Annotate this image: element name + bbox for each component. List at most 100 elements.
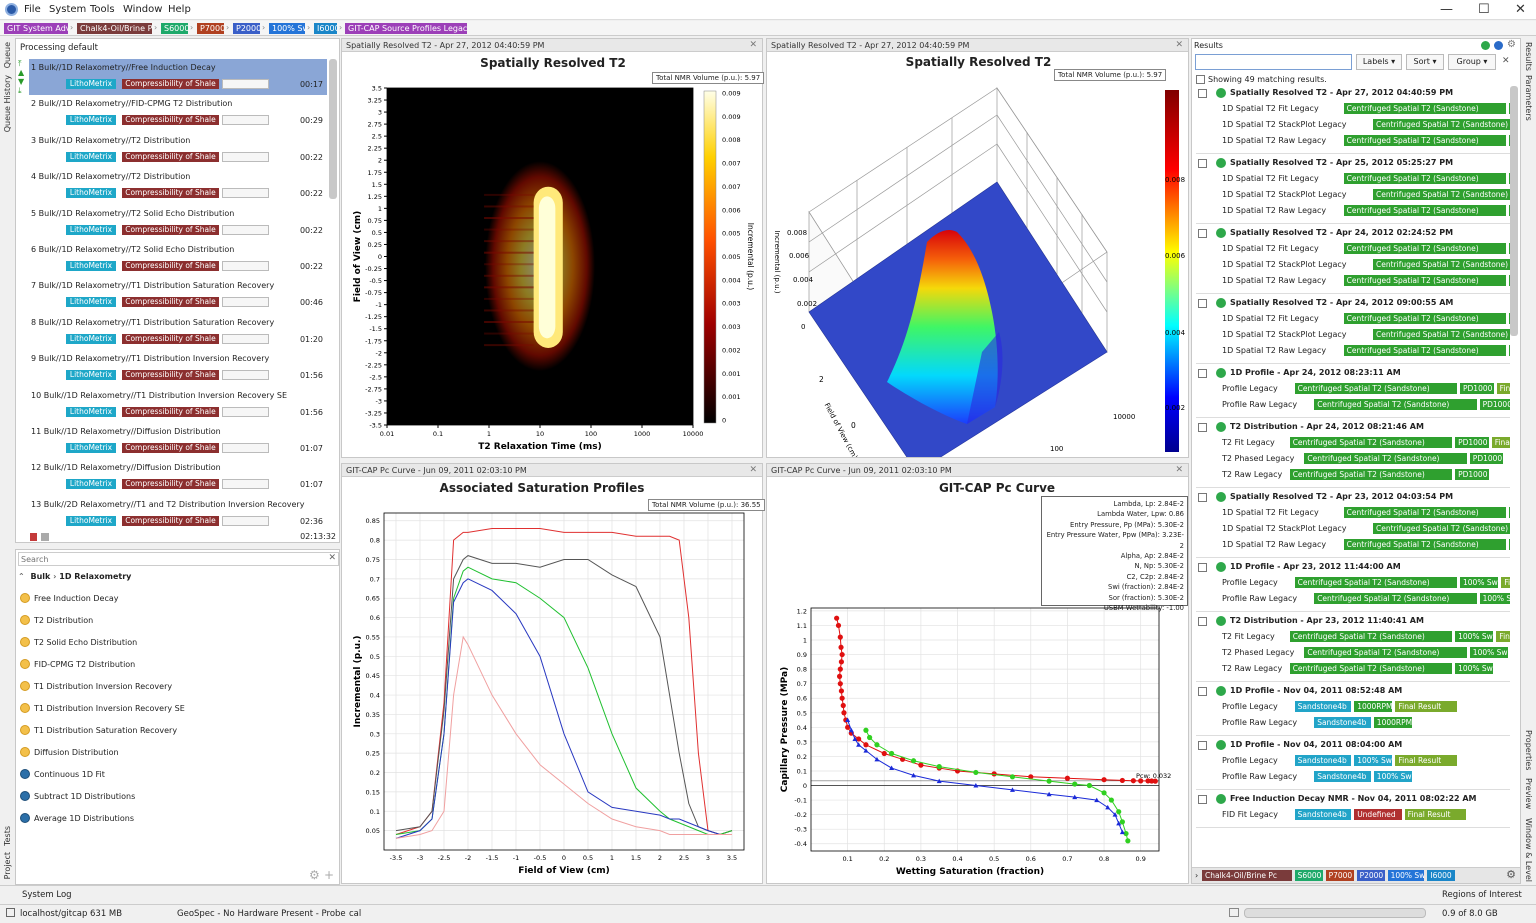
result-row[interactable]: T2 Fit Legacy Centrifuged Spatial T2 (San…	[1222, 630, 1510, 644]
result-row[interactable]: 1D Spatial T2 Raw Legacy Centrifuged Spat…	[1222, 134, 1510, 148]
result-row[interactable]: 1D Spatial T2 Fit Legacy Centrifuged Spat…	[1222, 102, 1510, 116]
tab-project[interactable]: Project	[3, 852, 12, 880]
globe-icon[interactable]	[1494, 41, 1503, 50]
play-icon[interactable]	[1216, 562, 1226, 572]
result-row[interactable]: 1D Spatial T2 StackPlot Legacy Centrifuge…	[1222, 258, 1510, 272]
play-icon[interactable]	[1216, 492, 1226, 502]
ops-path-root[interactable]: Bulk	[30, 572, 51, 581]
result-row[interactable]: 1D Spatial T2 Raw Legacy Centrifuged Spat…	[1222, 344, 1510, 358]
heatmap-chart[interactable]: 0.01 0.1 1 10 100 1000 100003.53.2532.752.52.2…	[342, 53, 762, 453]
play-icon[interactable]	[1481, 41, 1490, 50]
result-checkbox[interactable]	[1198, 563, 1207, 572]
sort-button[interactable]: Sort ▾	[1406, 54, 1444, 70]
breadcrumb-item[interactable]: Chalk4-Oil/Brine Pc	[77, 23, 152, 34]
result-row[interactable]: Profile Legacy Centrifuged Spatial T2 (Sa…	[1222, 576, 1510, 590]
search-input[interactable]	[19, 553, 319, 565]
footer-tag[interactable]: I6000	[1427, 870, 1456, 881]
results-scrollbar[interactable]	[1510, 86, 1518, 336]
tab-tests[interactable]: Tests	[3, 826, 12, 846]
results-search-input[interactable]	[1196, 55, 1346, 69]
result-row[interactable]: T2 Raw Legacy Centrifuged Spatial T2 (San…	[1222, 468, 1510, 482]
tab-window-level[interactable]: Window & Level	[1524, 818, 1533, 882]
expand-chevron-icon[interactable]: ›	[1195, 871, 1199, 880]
result-row[interactable]: 1D Spatial T2 Fit Legacy Centrifuged Spat…	[1222, 506, 1510, 520]
footer-tag[interactable]: S6000	[1294, 870, 1323, 881]
play-icon[interactable]	[1216, 740, 1226, 750]
close-icon[interactable]: ✕	[1175, 40, 1183, 50]
close-icon[interactable]: ✕	[749, 40, 757, 50]
tab-results[interactable]: Results	[1524, 42, 1533, 71]
result-row[interactable]: 1D Spatial T2 Raw Legacy Centrifuged Spat…	[1222, 538, 1510, 552]
add-icon[interactable]: +	[324, 868, 335, 882]
pc-curve-chart[interactable]: 0.1 0.2 0.3 0.4 0.5 0.6 0.7 0.8 0.9 -0.4 -0.3 -0.2 -…	[767, 478, 1188, 883]
move-up-icon[interactable]: ▲	[18, 68, 25, 77]
stop-icon[interactable]	[41, 533, 49, 541]
result-row[interactable]: T2 Phased Legacy Centrifuged Spatial T2 (…	[1222, 646, 1510, 660]
queue-item[interactable]: 7 Bulk//1D Relaxometry//T1 Distribution …	[29, 277, 327, 313]
move-top-icon[interactable]: ⤒	[18, 59, 22, 68]
queue-item[interactable]: 6 Bulk//1D Relaxometry//T2 Solid Echo Di…	[29, 241, 327, 277]
play-icon[interactable]	[1216, 616, 1226, 626]
footer-tag[interactable]: 100% Sw	[1387, 870, 1425, 881]
result-checkbox[interactable]	[1198, 299, 1207, 308]
play-icon[interactable]	[1216, 686, 1226, 696]
play-icon[interactable]	[1216, 88, 1226, 98]
tab-queue[interactable]: Queue	[3, 42, 12, 69]
play-icon[interactable]	[1216, 228, 1226, 238]
queue-item[interactable]: 2 Bulk//1D Relaxometry//FID-CPMG T2 Dist…	[29, 95, 327, 131]
move-bottom-icon[interactable]: ⤓	[18, 86, 22, 95]
result-checkbox[interactable]	[1198, 229, 1207, 238]
play-icon[interactable]	[1216, 422, 1226, 432]
result-checkbox[interactable]	[1198, 89, 1207, 98]
result-checkbox[interactable]	[1198, 369, 1207, 378]
footer-tag[interactable]: Chalk4-Oil/Brine Pc	[1202, 870, 1292, 881]
result-row[interactable]: 1D Spatial T2 StackPlot Legacy Centrifuge…	[1222, 328, 1510, 342]
play-icon[interactable]	[1216, 794, 1226, 804]
result-row[interactable]: 1D Spatial T2 StackPlot Legacy Centrifuge…	[1222, 522, 1510, 536]
move-down-icon[interactable]: ▼	[18, 77, 25, 86]
queue-mode-label[interactable]: default	[68, 43, 98, 53]
menu-system[interactable]: System	[49, 4, 87, 15]
play-icon[interactable]	[1216, 158, 1226, 168]
result-row[interactable]: 1D Spatial T2 Raw Legacy Centrifuged Spat…	[1222, 274, 1510, 288]
chevron-up-icon[interactable]: ⌃	[18, 572, 25, 581]
result-checkbox[interactable]	[1198, 741, 1207, 750]
footer-tag[interactable]: P7000	[1325, 870, 1354, 881]
menu-tools[interactable]: Tools	[90, 4, 115, 15]
queue-item[interactable]: 5 Bulk//1D Relaxometry//T2 Solid Echo Di…	[29, 205, 327, 241]
gear-icon[interactable]: ⚙	[1506, 868, 1516, 881]
breadcrumb-item[interactable]: S6000	[161, 23, 188, 34]
clear-search-icon[interactable]: ✕	[328, 553, 336, 563]
result-checkbox[interactable]	[1198, 687, 1207, 696]
group-button[interactable]: Group ▾	[1448, 54, 1496, 70]
queue-item[interactable]: 12 Bulk//1D Relaxometry//Diffusion Distr…	[29, 459, 327, 495]
result-checkbox[interactable]	[1198, 423, 1207, 432]
tab-queue-history[interactable]: Queue History	[3, 75, 12, 133]
menu-help[interactable]: Help	[168, 4, 191, 15]
result-checkbox[interactable]	[1198, 795, 1207, 804]
breadcrumb-item[interactable]: P2000	[233, 23, 260, 34]
labels-button[interactable]: Labels ▾	[1356, 54, 1402, 70]
queue-item[interactable]: 10 Bulk//1D Relaxometry//T1 Distribution…	[29, 387, 327, 423]
result-row[interactable]: Profile Raw Legacy Centrifuged Spatial T2…	[1222, 592, 1510, 606]
result-row[interactable]: T2 Fit Legacy Centrifuged Spatial T2 (San…	[1222, 436, 1510, 450]
result-row[interactable]: T2 Phased Legacy Centrifuged Spatial T2 (…	[1222, 452, 1510, 466]
result-row[interactable]: FID Fit Legacy Sandstone4b Undefined Final …	[1222, 808, 1510, 822]
select-all-checkbox[interactable]	[1196, 75, 1205, 84]
profiles-chart[interactable]: -3.5 -3 -2.5 -2 -1.5 -1 -0.5 0 0.5 1 1.5 2 2.5 3 3.5 0.…	[342, 478, 762, 883]
regions-of-interest-tab[interactable]: Regions of Interest	[1442, 890, 1522, 900]
close-icon[interactable]: ✕	[1175, 465, 1183, 475]
menu-window[interactable]: Window	[123, 4, 163, 15]
settings-gear-icon[interactable]: ⚙	[309, 868, 320, 882]
run-flag-icon[interactable]	[30, 533, 37, 541]
breadcrumb-item[interactable]: GIT-CAP Source Profiles Legacy	[345, 23, 467, 34]
ops-path-child[interactable]: 1D Relaxometry	[59, 572, 132, 581]
queue-item[interactable]: 1 Bulk//1D Relaxometry//Free Induction D…	[29, 59, 327, 95]
result-row[interactable]: 1D Spatial T2 Fit Legacy Centrifuged Spat…	[1222, 172, 1510, 186]
play-icon[interactable]	[1216, 298, 1226, 308]
clear-search-icon[interactable]: ✕	[1502, 56, 1510, 66]
result-row[interactable]: T2 Raw Legacy Centrifuged Spatial T2 (San…	[1222, 662, 1510, 676]
queue-item[interactable]: 13 Bulk//2D Relaxometry//T1 and T2 Distr…	[29, 496, 327, 532]
result-row[interactable]: 1D Spatial T2 Raw Legacy Centrifuged Spat…	[1222, 204, 1510, 218]
close-window-button[interactable]: ✕	[1515, 2, 1526, 17]
